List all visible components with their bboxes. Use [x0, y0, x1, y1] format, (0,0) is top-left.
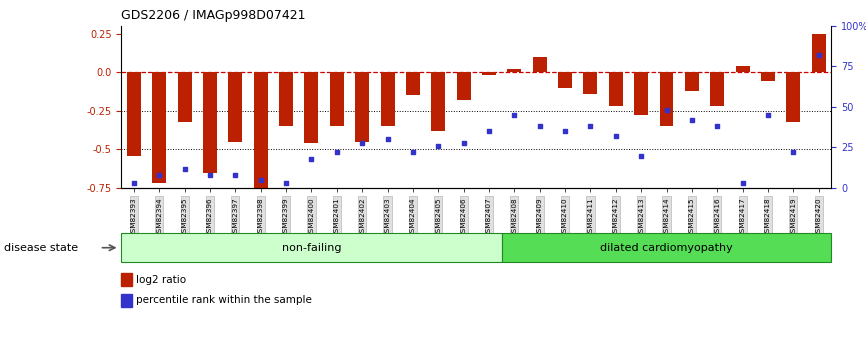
Bar: [355, 72, 369, 142]
Bar: [501, 233, 831, 262]
Point: [786, 150, 800, 155]
Text: dilated cardiomyopathy: dilated cardiomyopathy: [600, 243, 733, 253]
Point: [811, 52, 825, 58]
Text: percentile rank within the sample: percentile rank within the sample: [136, 296, 312, 305]
Point: [178, 166, 191, 171]
Bar: [660, 72, 674, 126]
Bar: [710, 72, 724, 106]
Point: [507, 112, 521, 118]
Bar: [431, 72, 445, 131]
Point: [152, 172, 166, 178]
Bar: [558, 72, 572, 88]
Bar: [761, 72, 775, 81]
Text: disease state: disease state: [4, 243, 79, 253]
Point: [609, 134, 623, 139]
Point: [533, 124, 546, 129]
Text: non-failing: non-failing: [281, 243, 341, 253]
Bar: [507, 69, 521, 72]
Point: [355, 140, 369, 145]
Point: [634, 153, 648, 158]
Bar: [203, 72, 217, 172]
Point: [229, 172, 242, 178]
Point: [305, 156, 319, 161]
Bar: [533, 57, 546, 72]
Point: [482, 128, 496, 134]
Bar: [380, 72, 395, 126]
Point: [431, 143, 445, 149]
Text: GDS2206 / IMAGp998D07421: GDS2206 / IMAGp998D07421: [121, 9, 306, 22]
Bar: [121, 233, 501, 262]
Bar: [786, 72, 800, 122]
Bar: [735, 66, 750, 72]
Bar: [456, 72, 470, 100]
Bar: [482, 72, 496, 75]
Bar: [634, 72, 648, 116]
Bar: [305, 72, 319, 143]
Bar: [279, 72, 293, 126]
Bar: [609, 72, 623, 106]
Bar: [121, 294, 132, 307]
Bar: [811, 33, 825, 72]
Point: [406, 150, 420, 155]
Bar: [584, 72, 598, 94]
Bar: [229, 72, 242, 142]
Point: [330, 150, 344, 155]
Bar: [406, 72, 420, 95]
Point: [558, 128, 572, 134]
Bar: [685, 72, 699, 91]
Bar: [330, 72, 344, 126]
Point: [735, 180, 749, 186]
Point: [710, 124, 724, 129]
Point: [203, 172, 216, 178]
Bar: [178, 72, 191, 122]
Bar: [254, 72, 268, 188]
Point: [127, 180, 141, 186]
Point: [584, 124, 598, 129]
Point: [380, 137, 394, 142]
Point: [660, 107, 674, 113]
Point: [254, 177, 268, 183]
Point: [761, 112, 775, 118]
Point: [279, 180, 293, 186]
Bar: [152, 72, 166, 184]
Text: log2 ratio: log2 ratio: [136, 275, 186, 285]
Point: [685, 117, 699, 123]
Point: [456, 140, 470, 145]
Bar: [121, 273, 132, 286]
Bar: [127, 72, 141, 156]
